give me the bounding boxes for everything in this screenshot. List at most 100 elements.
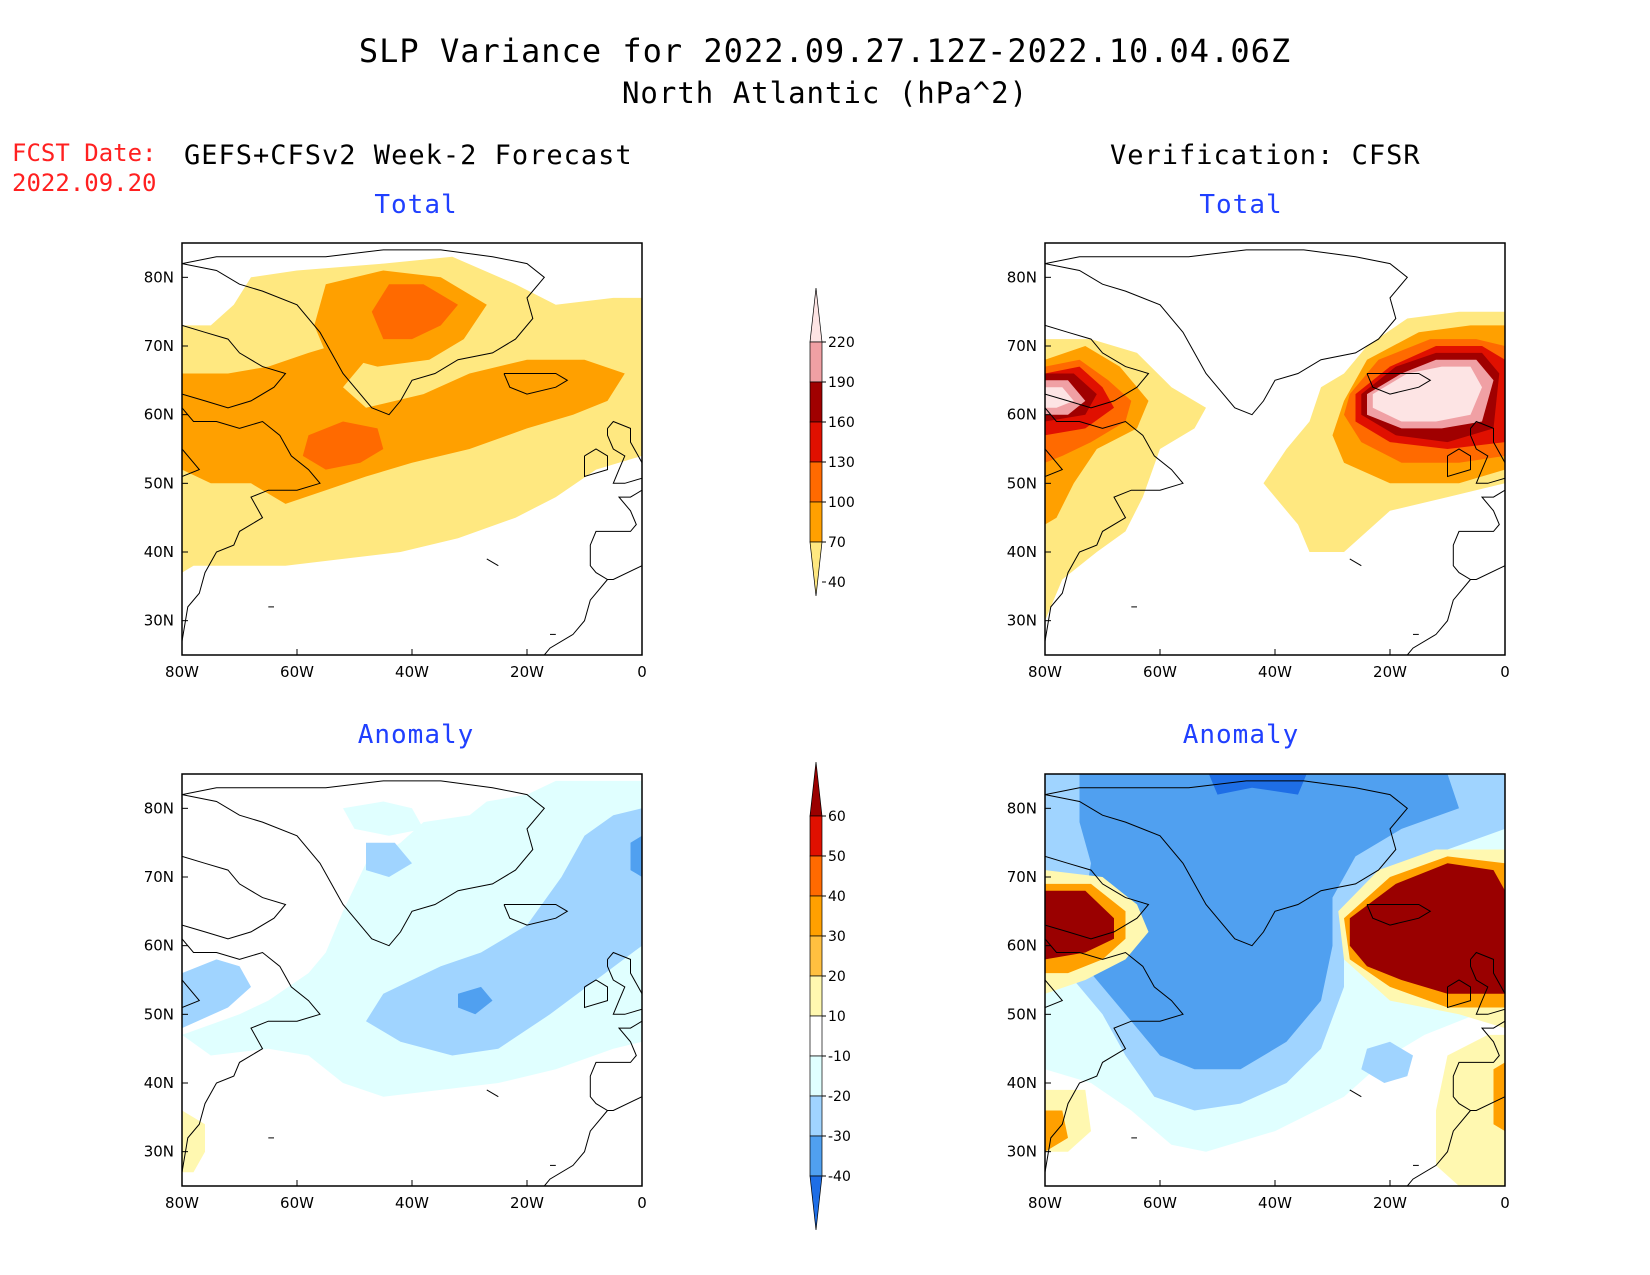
- colorbar-label: 40: [828, 575, 846, 591]
- x-tick-label: 20W: [510, 1194, 544, 1212]
- colorbar-top-arrow: [809, 287, 823, 343]
- coastline: [1349, 558, 1362, 567]
- colorbar-label: 160: [828, 415, 855, 431]
- colorbar-bottom-arrow: [809, 1175, 823, 1231]
- x-tick-label: 20W: [1373, 1194, 1407, 1212]
- contour-fill-neg30: [458, 986, 493, 1015]
- y-tick-label: 50N: [1007, 474, 1037, 492]
- colorbar-label: 60: [828, 809, 846, 825]
- contour-fill-100: [371, 284, 458, 340]
- fcst-date-block: FCST Date: 2022.09.20: [12, 138, 157, 198]
- y-tick-label: 80N: [1007, 268, 1037, 286]
- contour-fill-neg30: [630, 835, 642, 877]
- forecast-total-title: Total: [374, 190, 458, 220]
- coastline: [1447, 979, 1471, 1009]
- coastline: [1045, 249, 1409, 416]
- colorbar-swatch: [809, 815, 823, 857]
- colorbar-label: 220: [828, 335, 855, 351]
- colorbar-swatch: [809, 381, 823, 423]
- coastline: [182, 979, 201, 1008]
- colorbar-swatch: [809, 1135, 823, 1177]
- coastline: [1447, 448, 1471, 478]
- y-tick-label: 70N: [144, 337, 174, 355]
- colorbar-swatch: [809, 1015, 823, 1057]
- y-tick-label: 30N: [144, 612, 174, 630]
- x-tick-label: 20W: [1373, 663, 1407, 681]
- y-tick-label: 30N: [1007, 612, 1037, 630]
- colorbar-label: 50: [828, 849, 846, 865]
- x-tick-label: 60W: [280, 663, 314, 681]
- y-tick-label: 40N: [1007, 543, 1037, 561]
- coastline: [486, 1089, 499, 1098]
- colorbar-swatch: [809, 461, 823, 503]
- contour-fill-220: [1045, 387, 1074, 408]
- colorbar-swatch: [809, 341, 823, 383]
- contour-fill-neg20: [1361, 1041, 1413, 1083]
- y-tick-label: 60N: [1007, 937, 1037, 955]
- contour-fill-10: [182, 1110, 205, 1173]
- x-tick-label: 60W: [1143, 1194, 1177, 1212]
- forecast-column-heading: GEFS+CFSv2 Week-2 Forecast: [184, 140, 633, 171]
- y-tick-label: 40N: [144, 543, 174, 561]
- colorbar-label: -40: [828, 1169, 851, 1185]
- y-tick-label: 30N: [1007, 1143, 1037, 1161]
- colorbar-label: 30: [828, 929, 846, 945]
- anomaly-colorbar: 60 50 40 30 20 10 -10 -20 -30 -40: [809, 761, 851, 1231]
- y-tick-label: 50N: [144, 1005, 174, 1023]
- colorbar-swatch: [809, 1095, 823, 1137]
- chart-title: SLP Variance for 2022.09.27.12Z-2022.10.…: [358, 32, 1292, 70]
- verification-total-map: 80W 60W 40W 20W 0 30N 40N 50N 60N 70N 80N: [1007, 242, 1510, 681]
- verification-anomaly-map: 80W 60W 40W 20W 0 30N 40N 50N 60N 70N 80N: [1007, 773, 1510, 1212]
- fcst-date-value: 2022.09.20: [12, 169, 157, 197]
- verification-column-heading: Verification: CFSR: [1110, 140, 1421, 171]
- coastline: [503, 373, 569, 395]
- verification-anomaly-title: Anomaly: [1182, 720, 1300, 750]
- contour-fill-neg20: [366, 842, 412, 877]
- coastline: [1045, 938, 1184, 1173]
- colorbar-label: 70: [828, 535, 846, 551]
- x-tick-label: 60W: [1143, 663, 1177, 681]
- x-tick-label: 80W: [1028, 663, 1062, 681]
- coastline: [182, 324, 287, 409]
- chart-subtitle: North Atlantic (hPa^2): [621, 76, 1029, 110]
- contour-fill-70: [182, 339, 625, 504]
- coastline: [543, 1110, 608, 1186]
- forecast-anomaly-title: Anomaly: [357, 720, 475, 750]
- fcst-date-label: FCST Date:: [12, 139, 157, 167]
- colorbar-bottom-arrow: [809, 541, 823, 597]
- contour-fill-60: [1045, 890, 1114, 960]
- coastline: [1406, 1110, 1471, 1186]
- contour-fill-30: [1493, 1062, 1505, 1132]
- coastline: [1470, 951, 1505, 1015]
- coastline: [503, 904, 569, 926]
- y-tick-label: 60N: [144, 406, 174, 424]
- forecast-anomaly-map: 80W 60W 40W 20W 0 30N 40N 50N 60N 70N 80N: [144, 773, 647, 1212]
- x-tick-label: 20W: [510, 663, 544, 681]
- contour-fill-neg40: [1208, 774, 1307, 795]
- x-tick-label: 0: [637, 1194, 647, 1212]
- contour-fill-60: [1349, 863, 1505, 994]
- x-tick-label: 40W: [395, 663, 429, 681]
- y-tick-label: 80N: [144, 268, 174, 286]
- coastline: [1045, 448, 1064, 477]
- colorbar-label: 130: [828, 455, 855, 471]
- colorbar-swatch: [809, 895, 823, 937]
- colorbar-swatch: [809, 1055, 823, 1097]
- colorbar-label: 190: [828, 375, 855, 391]
- contour-fill-neg20: [366, 808, 642, 1056]
- colorbar-swatch: [809, 501, 823, 543]
- x-tick-label: 60W: [280, 1194, 314, 1212]
- colorbar-label: -20: [828, 1089, 851, 1105]
- forecast-total-map: 80W 60W 40W 20W 0 30N 40N 50N 60N 70N 80N: [144, 242, 647, 681]
- colorbar-label: 10: [828, 1009, 846, 1025]
- x-tick-label: 80W: [165, 1194, 199, 1212]
- total-colorbar: 220 190 160 130 100 70 40: [809, 287, 855, 597]
- x-tick-label: 80W: [1028, 1194, 1062, 1212]
- coastline: [182, 855, 287, 940]
- coastline: [1045, 855, 1150, 940]
- coastline: [584, 979, 608, 1009]
- verification-total-title: Total: [1199, 190, 1283, 220]
- coastline: [1366, 373, 1432, 395]
- y-tick-label: 70N: [1007, 868, 1037, 886]
- colorbar-label: 40: [828, 889, 846, 905]
